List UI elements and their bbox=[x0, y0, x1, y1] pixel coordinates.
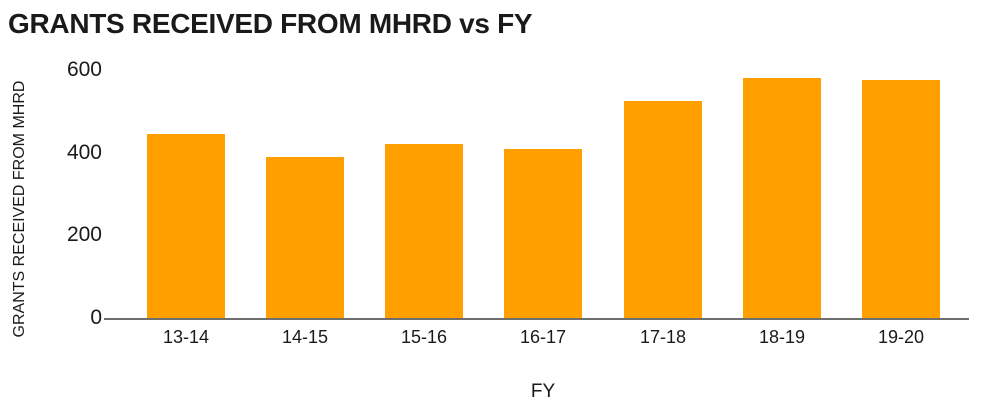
x-tick-label: 18-19 bbox=[758, 327, 806, 347]
bar-16-17 bbox=[504, 149, 582, 318]
chart-title: GRANTS RECEIVED FROM MHRD vs FY bbox=[8, 8, 533, 39]
x-axis-title: FY bbox=[530, 381, 556, 402]
bar-14-15 bbox=[266, 157, 344, 318]
x-tick-label: 19-20 bbox=[877, 327, 925, 347]
x-tick-label: 17-18 bbox=[639, 327, 687, 347]
y-tick-label: 200 bbox=[66, 223, 102, 246]
bar-17-18 bbox=[624, 101, 702, 318]
x-tick-label: 14-15 bbox=[281, 327, 329, 347]
x-tick-label: 13-14 bbox=[162, 327, 210, 347]
bar-13-14 bbox=[147, 134, 225, 318]
y-tick-label: 400 bbox=[66, 141, 102, 164]
bar-15-16 bbox=[385, 144, 463, 318]
bar-18-19 bbox=[743, 78, 821, 318]
x-tick-label: 16-17 bbox=[519, 327, 567, 347]
x-axis-line bbox=[104, 318, 969, 320]
y-axis-title: GRANTS RECEIVED FROM MHRD bbox=[11, 80, 28, 338]
y-tick-label: 600 bbox=[66, 58, 102, 81]
x-tick-label: 15-16 bbox=[400, 327, 448, 347]
y-tick-label: 0 bbox=[90, 306, 102, 329]
bar-19-20 bbox=[862, 80, 940, 318]
